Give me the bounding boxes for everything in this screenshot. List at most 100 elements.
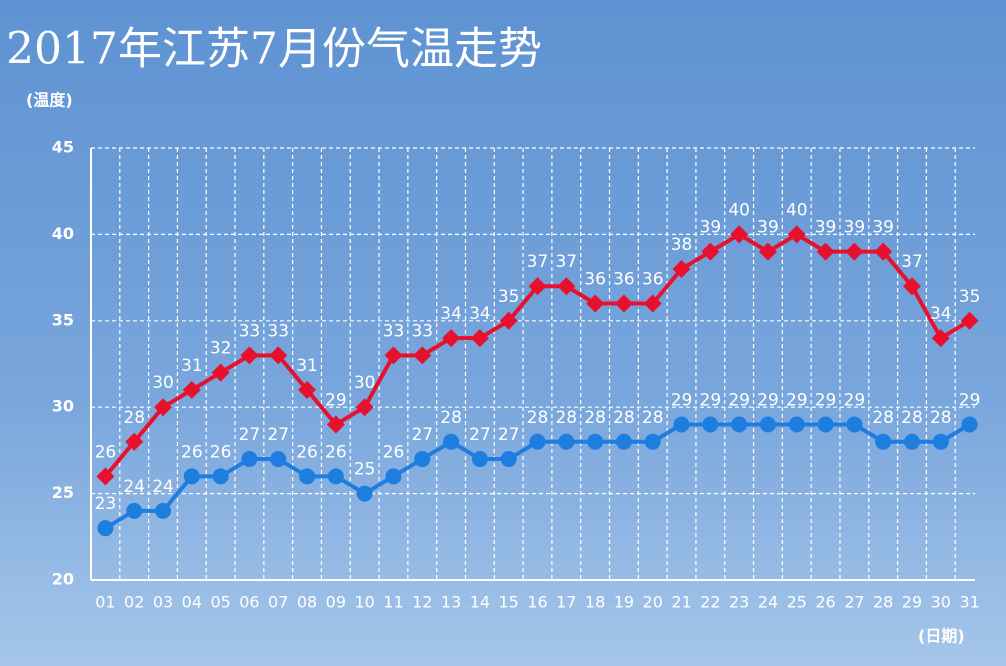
marker (183, 468, 200, 485)
x-tick-label: 05 (210, 593, 230, 612)
marker (96, 467, 115, 486)
marker (903, 433, 920, 450)
x-tick-label: 18 (585, 593, 605, 612)
data-label: 33 (383, 321, 405, 341)
marker (528, 277, 547, 296)
marker (442, 329, 461, 348)
x-tick-label: 10 (354, 593, 374, 612)
data-label: 23 (95, 494, 117, 514)
x-tick-label: 06 (239, 593, 259, 612)
x-tick-label: 04 (182, 593, 202, 612)
y-tick-label: 25 (52, 483, 74, 502)
data-label: 27 (411, 425, 433, 445)
marker (874, 242, 893, 261)
marker (414, 451, 431, 468)
x-tick-label: 09 (326, 593, 346, 612)
data-label: 28 (642, 408, 664, 428)
marker (529, 433, 546, 450)
data-label: 38 (671, 235, 693, 255)
marker (586, 294, 605, 313)
data-label: 26 (296, 442, 318, 462)
x-tick-label: 19 (614, 593, 634, 612)
marker (356, 485, 373, 502)
marker (97, 520, 114, 537)
data-label: 29 (757, 390, 779, 410)
marker (499, 311, 518, 330)
marker (384, 346, 403, 365)
data-label: 30 (354, 373, 376, 393)
data-label: 29 (728, 390, 750, 410)
x-tick-label: 21 (671, 593, 691, 612)
data-label: 27 (498, 425, 520, 445)
data-label: 28 (872, 408, 894, 428)
data-label: 39 (757, 218, 779, 238)
x-tick-label: 02 (124, 593, 144, 612)
marker (875, 433, 892, 450)
data-label: 32 (210, 339, 232, 359)
data-label: 31 (181, 356, 203, 376)
data-label: 33 (411, 321, 433, 341)
marker (269, 346, 288, 365)
marker (413, 346, 432, 365)
marker (443, 433, 460, 450)
x-tick-label: 17 (556, 593, 576, 612)
marker (902, 277, 921, 296)
x-axis-label: (日期) (918, 627, 965, 646)
x-tick-label: 03 (153, 593, 173, 612)
marker (701, 242, 720, 261)
marker (326, 415, 345, 434)
data-label: 36 (584, 270, 606, 290)
x-tick-label: 07 (268, 593, 288, 612)
marker (730, 225, 749, 244)
data-label: 36 (613, 270, 635, 290)
marker (816, 242, 835, 261)
data-label: 28 (555, 408, 577, 428)
data-label: 28 (584, 408, 606, 428)
data-label: 37 (555, 252, 577, 272)
data-label: 28 (440, 408, 462, 428)
data-label: 25 (354, 460, 376, 480)
x-tick-label: 01 (95, 593, 115, 612)
data-label: 27 (239, 425, 261, 445)
data-label: 28 (123, 408, 145, 428)
data-label: 26 (181, 442, 203, 462)
data-label: 33 (267, 321, 289, 341)
x-tick-label: 31 (959, 593, 979, 612)
data-label: 39 (815, 218, 837, 238)
marker (471, 451, 488, 468)
data-label: 34 (469, 304, 491, 324)
data-label: 28 (930, 408, 952, 428)
marker (758, 242, 777, 261)
data-label: 33 (239, 321, 261, 341)
x-tick-label: 14 (470, 593, 490, 612)
x-tick-label: 29 (902, 593, 922, 612)
x-tick-label: 16 (527, 593, 547, 612)
marker (126, 502, 143, 519)
data-label: 24 (123, 477, 145, 497)
marker (643, 294, 662, 313)
data-label: 28 (527, 408, 549, 428)
data-label: 35 (498, 287, 520, 307)
data-label: 26 (325, 442, 347, 462)
data-label: 37 (527, 252, 549, 272)
marker (932, 433, 949, 450)
data-label: 26 (383, 442, 405, 462)
y-axis-label: (温度) (26, 91, 73, 110)
data-label: 29 (959, 390, 981, 410)
data-label: 39 (872, 218, 894, 238)
x-tick-label: 26 (815, 593, 835, 612)
marker (931, 329, 950, 348)
marker (154, 398, 173, 417)
marker (558, 433, 575, 450)
data-label: 37 (901, 252, 923, 272)
y-tick-label: 35 (52, 310, 74, 329)
data-label: 29 (325, 390, 347, 410)
data-label: 31 (296, 356, 318, 376)
marker (614, 294, 633, 313)
x-tick-label: 24 (758, 593, 778, 612)
marker (788, 416, 805, 433)
marker (846, 416, 863, 433)
marker (327, 468, 344, 485)
